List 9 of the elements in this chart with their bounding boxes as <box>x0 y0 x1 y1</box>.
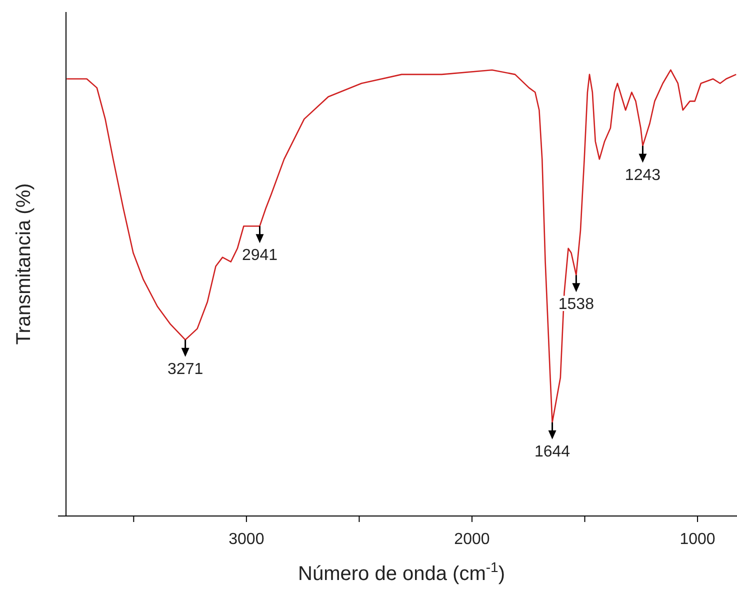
x-tick-label: 1000 <box>680 531 716 548</box>
annotation: 1644 <box>534 443 570 460</box>
y-axis-title: Transmitancia (%) <box>13 183 35 345</box>
x-axis-title: Número de onda (cm$^{-1}$) <box>298 559 505 585</box>
x-tick-label: 3000 <box>228 531 264 548</box>
annotation: 1243 <box>624 166 661 184</box>
x-tick-label: 2000 <box>454 531 490 548</box>
annotation: 3271 <box>168 360 204 378</box>
annotation: 2941 <box>242 247 278 264</box>
